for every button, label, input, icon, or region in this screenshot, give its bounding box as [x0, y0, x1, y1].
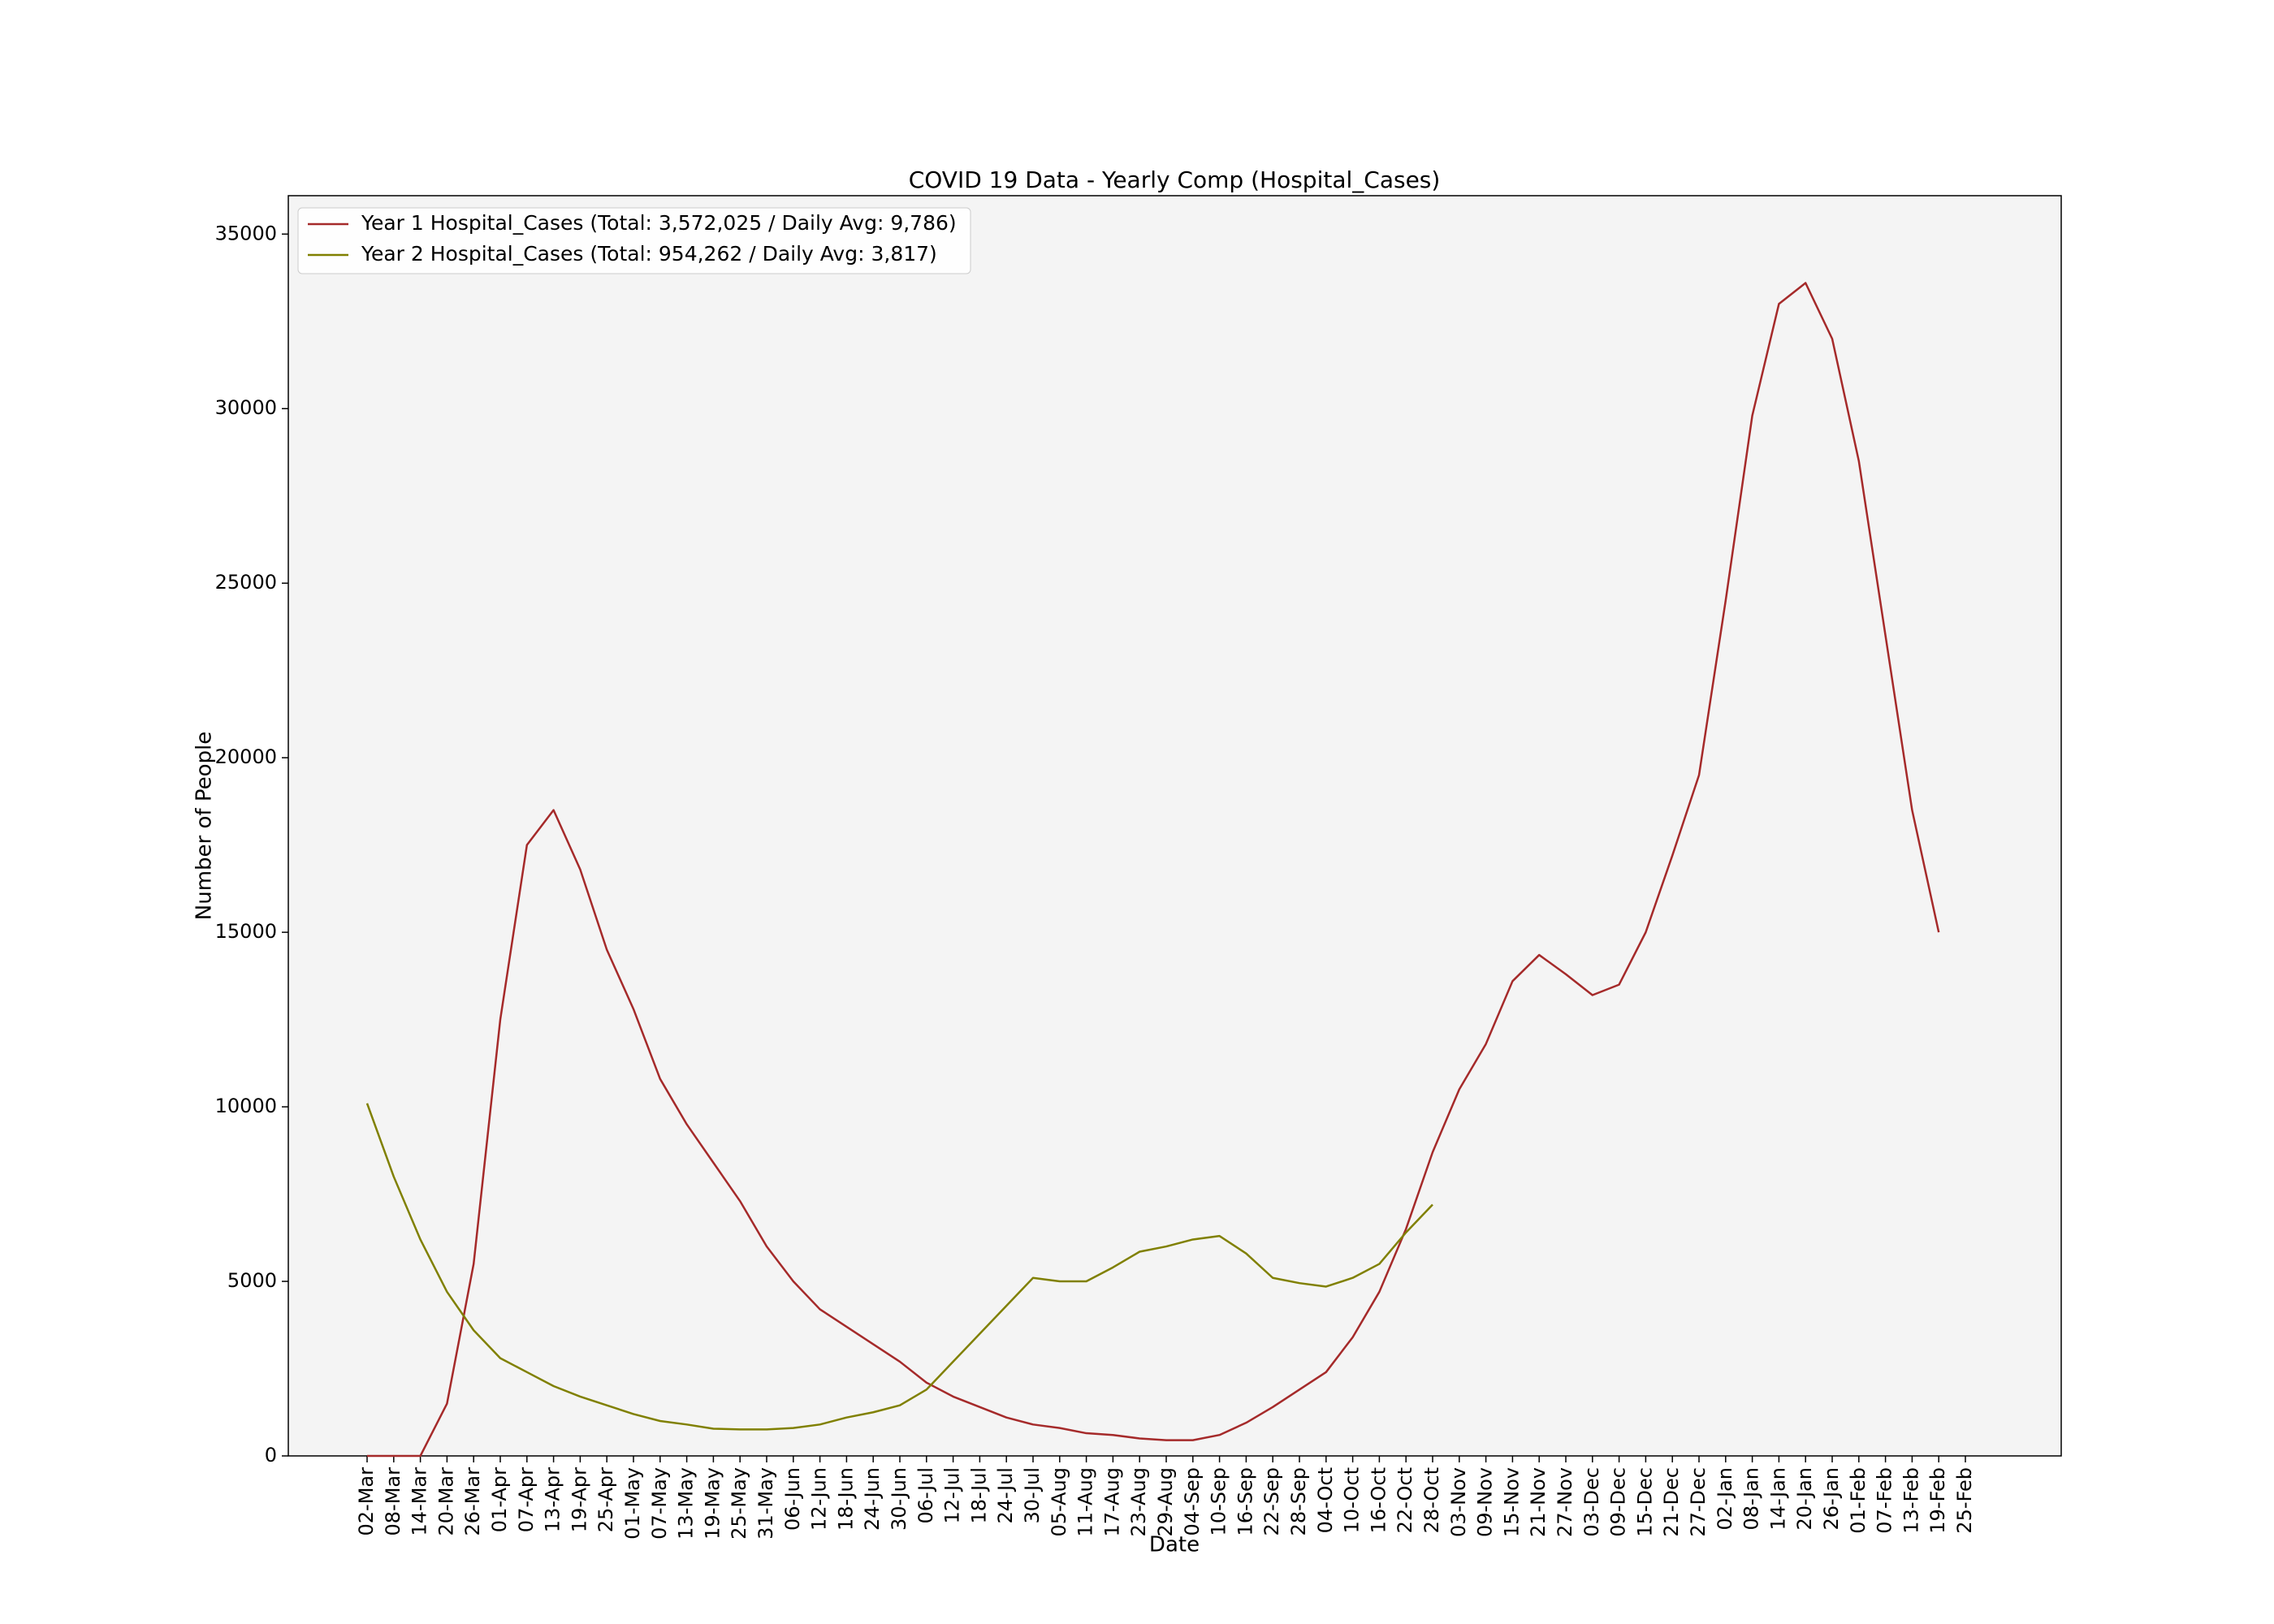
x-tick-label: 01-May: [621, 1467, 644, 1540]
x-tick-label: 07-Apr: [515, 1467, 538, 1532]
x-tick-label: 12-Jul: [941, 1467, 964, 1524]
x-tick-label: 02-Mar: [355, 1467, 378, 1536]
x-tick-label: 20-Mar: [434, 1467, 457, 1536]
x-tick-label: 01-Feb: [1847, 1467, 1870, 1534]
x-tick-label: 13-Feb: [1900, 1467, 1922, 1534]
y-tick-label: 30000: [215, 396, 277, 419]
y-tick-label: 25000: [215, 571, 277, 594]
x-tick-label: 13-Apr: [542, 1467, 564, 1532]
y-tick-label: 20000: [215, 745, 277, 768]
x-tick-label: 30-Jul: [1021, 1467, 1044, 1524]
x-tick-label: 03-Dec: [1580, 1467, 1603, 1537]
x-tick-label: 30-Jun: [888, 1467, 910, 1531]
x-tick-label: 24-Jul: [994, 1467, 1017, 1524]
legend-box: [297, 207, 971, 274]
x-tick-label: 20-Jan: [1793, 1467, 1816, 1531]
x-tick-label: 24-Jun: [861, 1467, 884, 1531]
series-line: [365, 1103, 1433, 1431]
x-tick-label: 27-Nov: [1554, 1467, 1576, 1537]
x-tick-label: 15-Nov: [1500, 1467, 1523, 1537]
y-tick-label: 35000: [215, 222, 277, 244]
legend-entry: Year 2 Hospital_Cases (Total: 954,262 / …: [361, 242, 937, 266]
plot-area: [287, 195, 2062, 1457]
x-tick-label: 28-Oct: [1420, 1467, 1443, 1533]
x-tick-label: 09-Dec: [1607, 1467, 1630, 1537]
x-tick-label: 26-Jan: [1820, 1467, 1843, 1531]
x-tick-label: 26-Mar: [461, 1467, 484, 1536]
x-tick-label: 08-Mar: [382, 1467, 404, 1536]
x-tick-label: 27-Dec: [1687, 1467, 1710, 1537]
x-tick-label: 08-Jan: [1740, 1467, 1763, 1531]
y-tick-label: 10000: [215, 1095, 277, 1117]
x-tick-label: 19-May: [701, 1467, 724, 1540]
x-tick-label: 22-Sep: [1260, 1467, 1283, 1535]
x-tick-label: 14-Mar: [409, 1467, 431, 1536]
x-tick-label: 25-Apr: [594, 1467, 617, 1532]
x-tick-label: 25-May: [728, 1467, 750, 1540]
x-tick-label: 02-Jan: [1714, 1467, 1736, 1531]
x-tick-label: 10-Oct: [1341, 1467, 1364, 1533]
x-axis-label: Date: [1149, 1533, 1200, 1557]
y-tick-label: 0: [265, 1444, 277, 1466]
x-tick-label: 19-Apr: [568, 1467, 590, 1532]
x-tick-label: 06-Jun: [781, 1467, 804, 1531]
x-tick-label: 05-Aug: [1048, 1467, 1070, 1537]
x-tick-label: 06-Jul: [914, 1467, 937, 1524]
x-tick-label: 11-Aug: [1074, 1467, 1097, 1537]
x-tick-label: 17-Aug: [1100, 1467, 1123, 1537]
x-tick-label: 21-Dec: [1660, 1467, 1683, 1537]
x-tick-label: 09-Nov: [1474, 1467, 1497, 1537]
x-tick-label: 18-Jul: [967, 1467, 990, 1524]
x-tick-label: 22-Oct: [1394, 1467, 1416, 1533]
x-tick-label: 14-Jan: [1766, 1467, 1789, 1531]
x-tick-label: 29-Aug: [1154, 1467, 1177, 1537]
x-tick-label: 15-Dec: [1633, 1467, 1656, 1537]
x-tick-label: 19-Feb: [1926, 1467, 1949, 1534]
y-tick-label: 15000: [215, 920, 277, 943]
x-tick-label: 25-Feb: [1953, 1467, 1976, 1534]
x-tick-label: 04-Oct: [1314, 1467, 1337, 1533]
x-tick-label: 01-Apr: [488, 1467, 511, 1532]
legend-entry: Year 1 Hospital_Cases (Total: 3,572,025 …: [361, 211, 957, 235]
x-tick-label: 21-Nov: [1527, 1467, 1550, 1537]
x-tick-label: 16-Oct: [1367, 1467, 1390, 1533]
x-tick-label: 28-Sep: [1287, 1467, 1310, 1535]
x-tick-label: 18-Jun: [834, 1467, 857, 1531]
x-tick-label: 04-Sep: [1181, 1467, 1204, 1535]
x-tick-label: 07-May: [648, 1467, 671, 1540]
x-tick-label: 31-May: [754, 1467, 777, 1540]
y-axis-label: Number of People: [192, 732, 217, 920]
y-tick-label: 5000: [227, 1269, 277, 1292]
chart-title: COVID 19 Data - Yearly Comp (Hospital_Ca…: [909, 166, 1441, 193]
x-tick-label: 13-May: [675, 1467, 698, 1540]
x-tick-label: 12-Jun: [808, 1467, 831, 1531]
x-tick-label: 07-Feb: [1874, 1467, 1896, 1534]
x-tick-label: 23-Aug: [1127, 1467, 1150, 1537]
x-tick-label: 03-Nov: [1447, 1467, 1470, 1537]
series-line: [367, 282, 1940, 1458]
x-tick-label: 16-Sep: [1234, 1467, 1256, 1535]
x-tick-label: 10-Sep: [1208, 1467, 1230, 1535]
